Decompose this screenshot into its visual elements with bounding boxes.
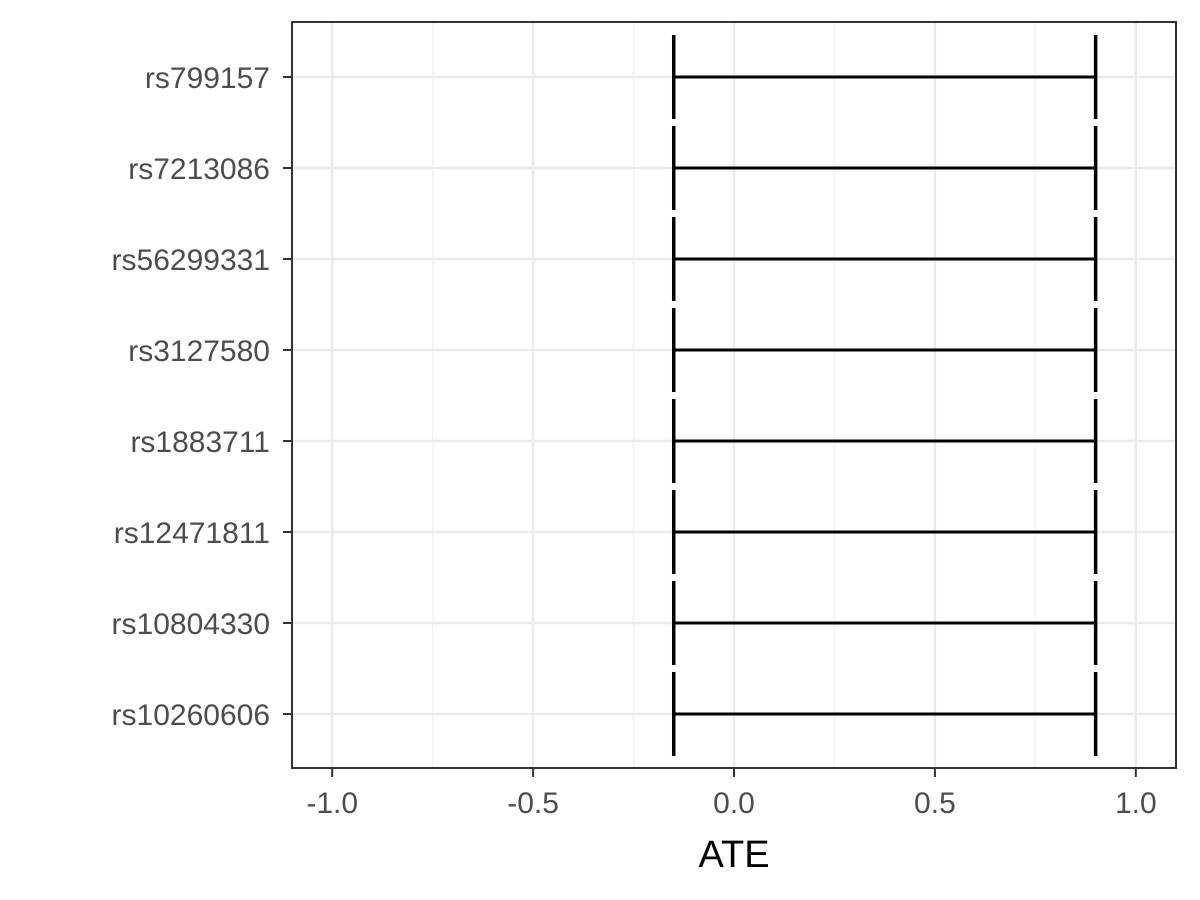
x-tick-label: -1.0: [306, 787, 358, 820]
y-tick-label: rs12471811: [114, 517, 270, 550]
y-tick-label: rs1883711: [130, 426, 270, 459]
y-tick-label: rs10260606: [112, 699, 270, 732]
x-tick-label: 0.0: [713, 787, 755, 820]
errorbar-layer: [671, 35, 1098, 756]
ticks-layer: -1.0 -0.5 0.0 0.5 1.0 rs799157 rs7213086 rs5629…: [112, 62, 1157, 820]
y-tick-label: rs799157: [145, 62, 270, 95]
x-axis-title: ATE: [698, 834, 769, 876]
x-tick-label: 1.0: [1115, 787, 1157, 820]
y-tick-label: rs56299331: [112, 244, 270, 277]
y-tick-label: rs7213086: [128, 153, 270, 186]
x-tick-label: 0.5: [914, 787, 956, 820]
y-tick-label: rs10804330: [112, 608, 270, 641]
y-tick-label: rs3127580: [128, 335, 270, 368]
x-tick-label: -0.5: [507, 787, 559, 820]
